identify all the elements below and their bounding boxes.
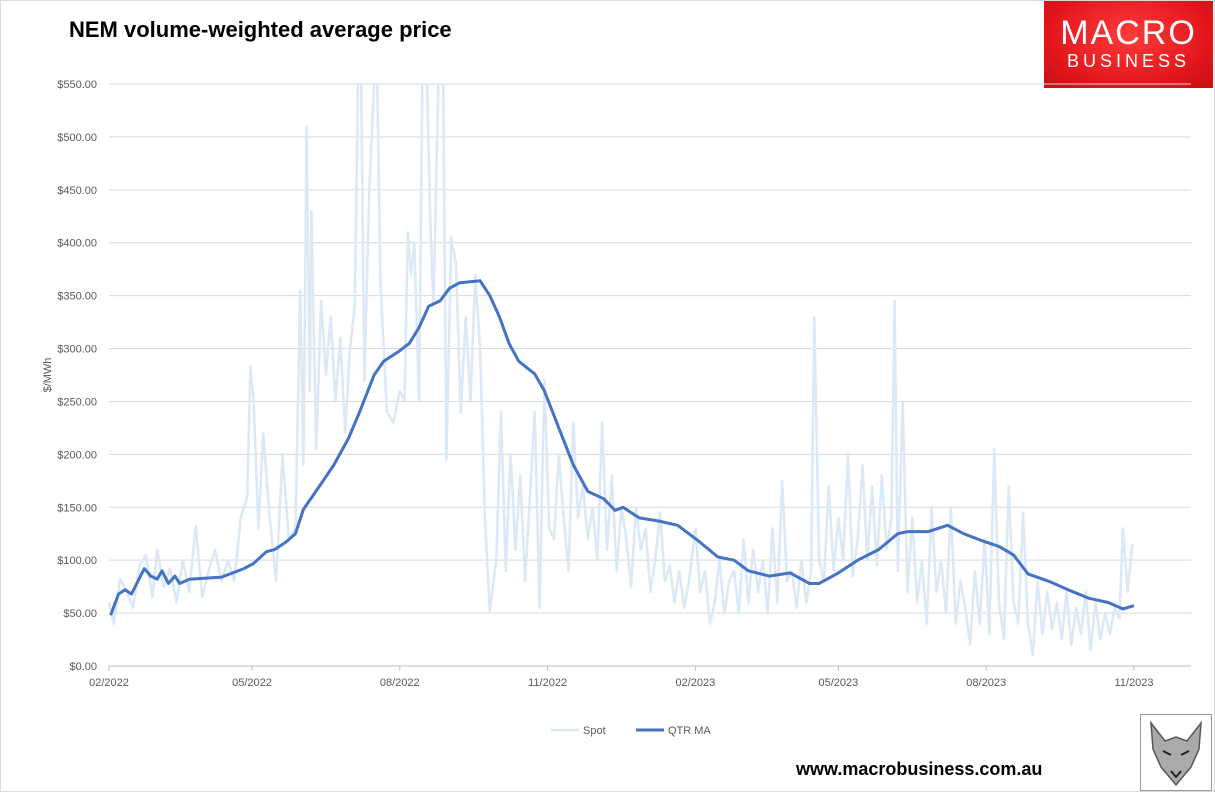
y-tick-label: $50.00 bbox=[63, 608, 97, 620]
series-line-qtr-ma bbox=[109, 279, 1135, 616]
series-line-spot bbox=[107, 84, 1134, 657]
y-tick-label: $550.00 bbox=[57, 79, 97, 91]
wolf-icon bbox=[1150, 720, 1202, 787]
x-tick-label: 11/2022 bbox=[528, 677, 567, 689]
x-tick-label: 02/2022 bbox=[89, 677, 129, 689]
x-tick-label: 02/2023 bbox=[676, 677, 716, 689]
chart-title: NEM volume-weighted average price bbox=[69, 17, 452, 42]
y-tick-label: $450.00 bbox=[57, 185, 97, 197]
x-tick-label: 05/2022 bbox=[232, 677, 272, 689]
footer-url: www.macrobusiness.com.au bbox=[796, 759, 1043, 779]
x-tick-label: 05/2023 bbox=[819, 677, 859, 689]
y-axis-label: $/MWh bbox=[42, 358, 54, 393]
x-tick-label: 11/2023 bbox=[1115, 677, 1154, 689]
y-tick-label: $150.00 bbox=[57, 502, 97, 514]
macrobusiness-logo: MACRO BUSINESS bbox=[1044, 1, 1213, 88]
y-tick-label: $350.00 bbox=[57, 291, 97, 303]
y-tick-label: $500.00 bbox=[57, 132, 97, 144]
y-tick-label: $300.00 bbox=[57, 344, 97, 356]
wolf-logo bbox=[1140, 714, 1212, 791]
x-tick-label: 08/2022 bbox=[380, 677, 420, 689]
y-tick-label: $250.00 bbox=[57, 396, 97, 408]
y-tick-label: $0.00 bbox=[69, 661, 97, 673]
y-tick-label: $400.00 bbox=[57, 238, 97, 250]
legend-label: QTR MA bbox=[668, 725, 711, 737]
y-tick-label: $200.00 bbox=[57, 449, 97, 461]
y-tick-label: $100.00 bbox=[57, 555, 97, 567]
x-tick-label: 08/2023 bbox=[966, 677, 1006, 689]
legend-label: Spot bbox=[583, 725, 606, 737]
